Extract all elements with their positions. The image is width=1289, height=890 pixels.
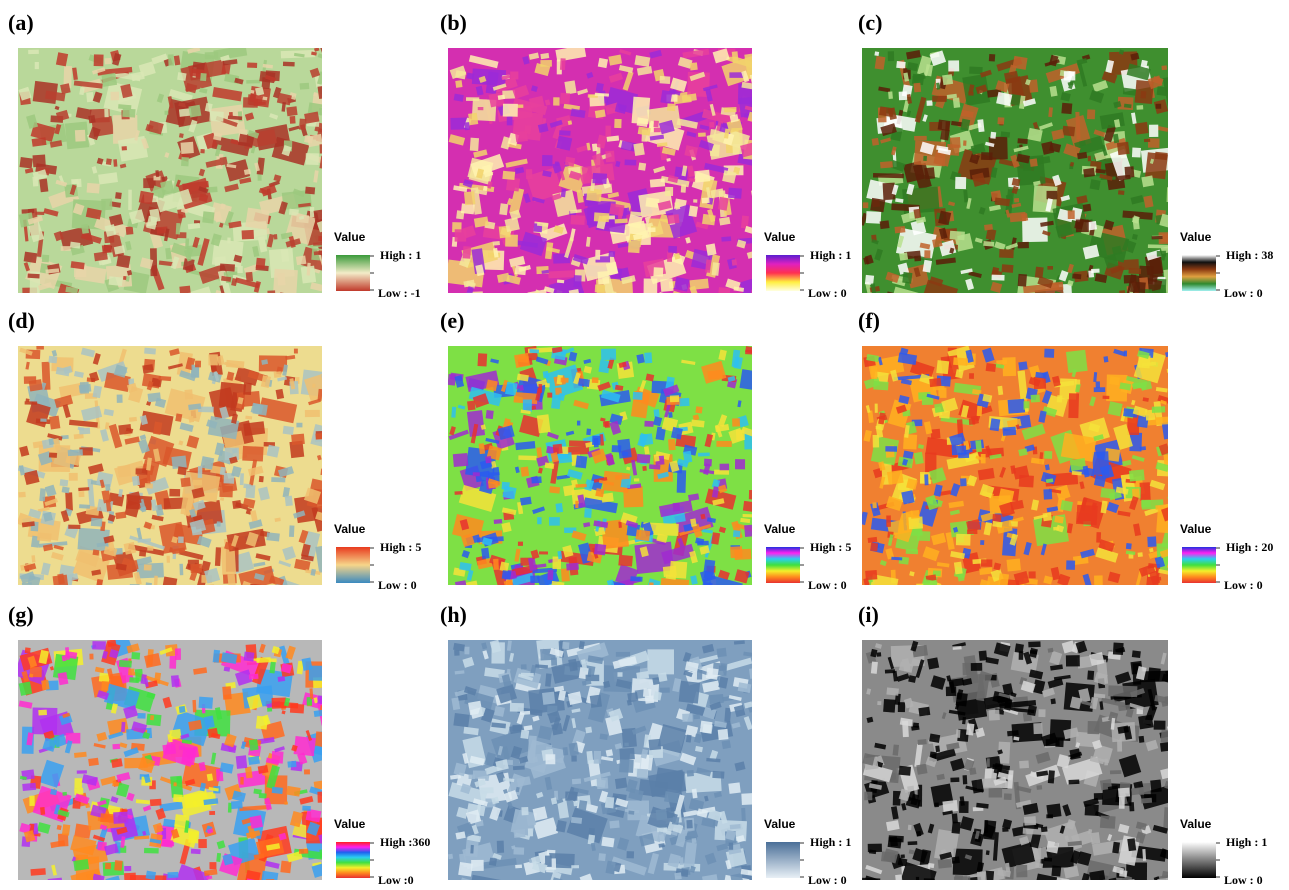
legend-title: Value	[764, 522, 796, 536]
panel-label: (e)	[440, 308, 464, 333]
legend-title: Value	[334, 817, 366, 831]
map-image	[16, 346, 348, 600]
legend-ramp	[336, 255, 370, 291]
panel: (g) Value High :360 Low :0	[8, 602, 430, 890]
panel-label: (i)	[858, 602, 879, 627]
legend-title: Value	[334, 230, 366, 244]
legend-ramp	[1182, 842, 1216, 878]
panel: (h) Value High : 1 Low : 0	[440, 602, 851, 890]
legend-ramp	[766, 842, 800, 878]
map-image	[446, 45, 780, 307]
legend-ramp	[336, 547, 370, 583]
legend-high: High : 20	[1226, 540, 1273, 554]
panel: (a) Value High : 1 Low : -1	[8, 10, 421, 312]
panel: (i) Value High : 1 Low : 0	[858, 602, 1267, 890]
map-image	[861, 640, 1196, 890]
map-image	[860, 48, 1196, 318]
legend-low: Low : 0	[808, 286, 847, 300]
panel: (b) Value High : 1 Low : 0	[440, 10, 851, 307]
panel: (d) Value High : 5 Low : 0	[8, 308, 421, 600]
panel: (f) Value High : 20 Low : 0	[858, 308, 1273, 602]
map-image	[14, 636, 349, 890]
legend-high: High : 1	[810, 835, 851, 849]
legend-title: Value	[1180, 230, 1212, 244]
map-image	[448, 346, 781, 611]
map-image	[860, 345, 1203, 602]
legend-low: Low : -1	[378, 286, 421, 300]
map-image	[18, 45, 343, 312]
panel-label: (a)	[8, 10, 34, 35]
legend-title: Value	[1180, 817, 1212, 831]
legend-low: Low : 0	[808, 873, 847, 887]
legend-ramp	[1182, 547, 1216, 583]
legend-high: High : 5	[810, 540, 851, 554]
legend-low: Low :0	[378, 873, 414, 887]
panel: (e) Value High : 5 Low : 0	[440, 308, 851, 611]
legend-low: Low : 0	[378, 578, 417, 592]
panel: (c) Value High : 38 Low : 0	[858, 10, 1273, 318]
panel-label: (g)	[8, 602, 34, 627]
legend-high: High : 1	[380, 248, 421, 262]
figure: (a) Value High : 1 Low : -1 (b) Value High : 1…	[0, 0, 1289, 890]
legend-ramp	[336, 842, 370, 878]
legend-ramp	[1182, 255, 1216, 291]
panel-label: (h)	[440, 602, 467, 627]
panel-label: (c)	[858, 10, 882, 35]
legend-low: Low : 0	[808, 578, 847, 592]
legend-title: Value	[764, 230, 796, 244]
legend-low: Low : 0	[1224, 286, 1263, 300]
legend-high: High : 1	[1226, 835, 1267, 849]
legend-low: Low : 0	[1224, 578, 1263, 592]
map-image	[448, 638, 762, 890]
legend-high: High : 38	[1226, 248, 1273, 262]
legend-low: Low : 0	[1224, 873, 1263, 887]
panel-label: (d)	[8, 308, 35, 333]
legend-ramp	[766, 255, 800, 291]
legend-high: High : 1	[810, 248, 851, 262]
legend-title: Value	[334, 522, 366, 536]
panel-label: (b)	[440, 10, 467, 35]
legend-high: High : 5	[380, 540, 421, 554]
legend-ramp	[766, 547, 800, 583]
legend-title: Value	[1180, 522, 1212, 536]
legend-high: High :360	[380, 835, 430, 849]
legend-title: Value	[764, 817, 796, 831]
panel-label: (f)	[858, 308, 880, 333]
